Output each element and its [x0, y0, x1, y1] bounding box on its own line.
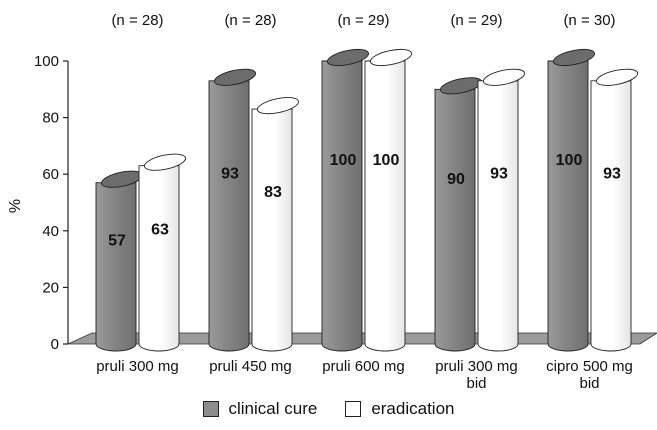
bar-body — [208, 80, 250, 352]
y-tick-label: 60 — [42, 166, 59, 183]
bar-top — [143, 153, 187, 171]
data-label: 63 — [151, 221, 169, 238]
group-count-label: (n = 28) — [224, 12, 276, 29]
data-label: 90 — [447, 171, 465, 188]
bar-body — [364, 60, 406, 352]
bar-top — [482, 68, 526, 86]
bar-top — [595, 68, 639, 86]
group-count-label: (n = 30) — [563, 12, 615, 29]
y-tick-label: 80 — [42, 110, 59, 127]
data-label: 93 — [603, 165, 621, 182]
bar-clinical-cure — [434, 77, 483, 352]
legend-swatch-eradication — [345, 401, 362, 417]
bar-top — [552, 48, 596, 67]
bar-clinical-cure — [321, 48, 370, 352]
group-count-label: (n = 29) — [337, 12, 389, 29]
bar-eradication — [590, 68, 639, 352]
category-label: bid — [579, 375, 599, 392]
bar-clinical-cure — [547, 48, 596, 352]
bar-clinical-cure — [95, 170, 144, 352]
bar-body — [138, 165, 180, 352]
bar-eradication — [364, 48, 413, 352]
bar-body — [95, 182, 137, 352]
category-label: bid — [466, 375, 486, 392]
bar-body — [547, 60, 589, 352]
bar-eradication — [477, 68, 526, 352]
data-label: 93 — [490, 165, 508, 182]
category-label: cipro 500 mg — [546, 358, 633, 375]
data-label: 57 — [108, 233, 126, 250]
y-tick-label: 0 — [51, 336, 59, 353]
data-label: 100 — [373, 152, 400, 169]
bar-body — [477, 80, 519, 352]
bar-eradication — [251, 97, 300, 352]
data-label: 83 — [264, 184, 282, 201]
bar-clinical-cure — [208, 68, 257, 352]
bar-top — [369, 48, 413, 67]
category-label: pruli 600 mg — [322, 358, 405, 375]
bar-top — [256, 97, 300, 115]
bar-body — [590, 80, 632, 352]
y-axis-title: % — [7, 199, 24, 213]
legend-label-clinical-cure: clinical cure — [228, 399, 318, 418]
category-label: pruli 450 mg — [209, 358, 292, 375]
bar-body — [251, 108, 293, 352]
category-label: pruli 300 mg — [435, 358, 518, 375]
group-count-label: (n = 28) — [111, 12, 163, 29]
legend-swatch-clinical-cure — [202, 401, 219, 417]
y-tick-label: 20 — [42, 279, 59, 296]
bar-top — [326, 48, 370, 67]
category-label: pruli 300 mg — [96, 358, 179, 375]
legend: clinical cure eradication — [0, 396, 657, 422]
bar-body — [434, 88, 476, 352]
group-count-label: (n = 29) — [450, 12, 502, 29]
legend-item-eradication: eradication — [345, 399, 454, 419]
data-label: 100 — [556, 152, 583, 169]
bar-top — [213, 68, 257, 86]
y-tick-label: 40 — [42, 223, 59, 240]
data-label: 100 — [330, 152, 357, 169]
bar-body — [321, 60, 363, 352]
legend-item-clinical-cure: clinical cure — [202, 399, 318, 419]
legend-label-eradication: eradication — [371, 399, 455, 418]
y-tick-label: 100 — [34, 53, 59, 70]
data-label: 93 — [221, 165, 239, 182]
bar-eradication — [138, 153, 187, 352]
